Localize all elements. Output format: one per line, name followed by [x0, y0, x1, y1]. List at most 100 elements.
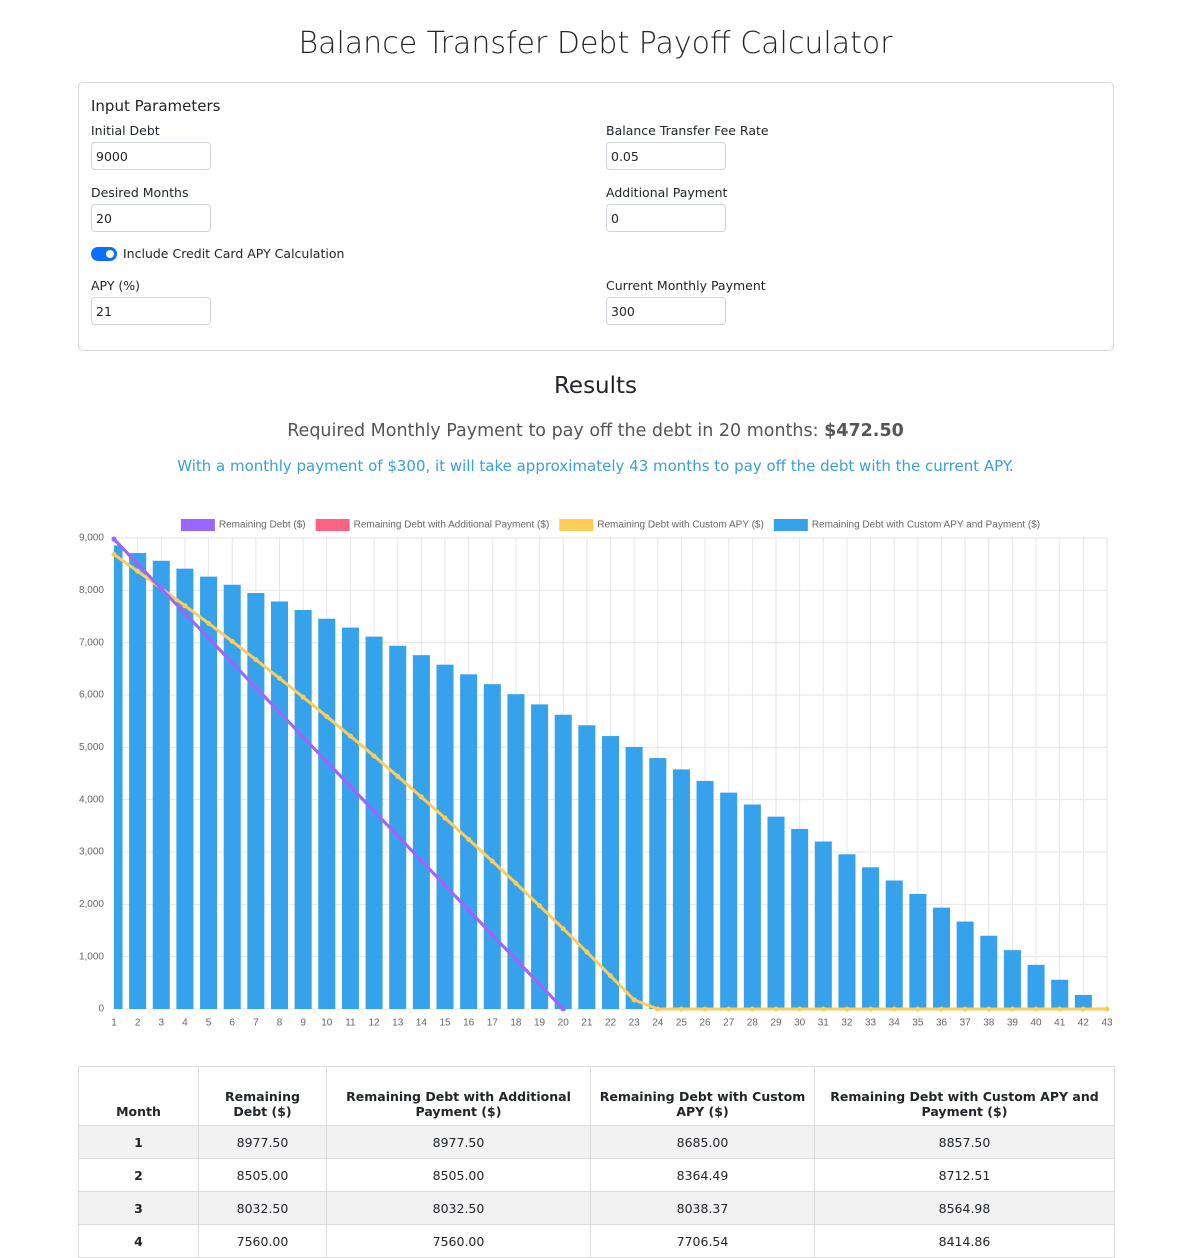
legend-swatch — [180, 519, 215, 531]
point — [915, 1006, 921, 1012]
table-cell: 8032.50 — [326, 1191, 591, 1225]
bar — [1003, 950, 1021, 1009]
point — [253, 685, 259, 691]
bar — [601, 736, 620, 1009]
table-cell: 8364.49 — [590, 1158, 815, 1192]
point — [347, 783, 353, 789]
payoff-note: With a monthly payment of $300, it will … — [177, 457, 1014, 475]
point — [962, 1006, 968, 1012]
point — [442, 882, 448, 888]
point — [537, 981, 543, 987]
bar — [270, 601, 289, 1009]
point — [797, 1006, 803, 1012]
table-cell: 3 — [78, 1191, 199, 1225]
point — [702, 1006, 708, 1012]
table-cell: 8712.51 — [814, 1158, 1115, 1192]
x-tick-label: 23 — [629, 1018, 641, 1029]
number-input[interactable] — [606, 297, 726, 325]
column-header: Month — [78, 1066, 199, 1126]
bar — [1027, 964, 1045, 1009]
y-tick-label: 9,000 — [79, 533, 104, 544]
legend-label: Remaining Debt with Additional Payment (… — [354, 520, 550, 531]
bar — [956, 921, 974, 1009]
bar — [885, 880, 903, 1009]
point — [939, 1006, 944, 1012]
table-cell: 8564.98 — [814, 1191, 1115, 1225]
bar — [389, 645, 407, 1009]
number-input[interactable] — [91, 204, 211, 232]
bar — [365, 636, 383, 1009]
table-cell: 8505.00 — [326, 1158, 591, 1192]
x-tick-label: 12 — [369, 1018, 381, 1029]
apy-toggle[interactable] — [91, 247, 117, 261]
bar — [743, 804, 761, 1009]
x-tick-label: 5 — [206, 1018, 212, 1029]
plot-area — [114, 545, 1092, 1009]
y-tick-label: 7,000 — [79, 637, 104, 648]
point — [584, 949, 590, 955]
results-title: Results — [553, 373, 638, 399]
x-tick-label: 43 — [1101, 1018, 1113, 1029]
data-table: Month Remaining Debt ($) Remaining Debt wi… — [78, 1066, 1115, 1258]
point — [986, 1006, 992, 1012]
number-input[interactable] — [91, 297, 211, 325]
table-row: 3 8032.50 8032.50 8038.37 8564.98 — [78, 1191, 1115, 1225]
point — [678, 1006, 684, 1012]
column-header: Remaining Debt with Custom APY ($) — [590, 1066, 815, 1126]
x-tick-label: 27 — [723, 1018, 735, 1029]
page-title: Balance Transfer Debt Payoff Calculator — [298, 26, 893, 61]
bar — [507, 694, 525, 1009]
toggle-label: Include Credit Card APY Calculation — [123, 246, 345, 261]
number-input[interactable] — [91, 142, 211, 170]
y-tick-label: 4,000 — [79, 794, 104, 805]
point — [371, 753, 377, 759]
bar — [672, 769, 690, 1009]
bar — [814, 841, 832, 1009]
x-tick-label: 30 — [794, 1018, 806, 1029]
table-cell: 7706.54 — [590, 1224, 815, 1258]
x-tick-label: 1 — [111, 1018, 117, 1029]
y-tick-label: 3,000 — [79, 847, 104, 858]
y-tick-label: 2,000 — [79, 899, 104, 910]
point — [324, 713, 330, 719]
table-cell: 8414.86 — [814, 1224, 1115, 1258]
point — [206, 635, 212, 641]
point — [560, 1006, 566, 1012]
table-cell: 4 — [78, 1224, 199, 1258]
x-tick-label: 24 — [652, 1018, 664, 1029]
bar — [318, 618, 336, 1009]
bar — [625, 746, 643, 1009]
bar — [862, 867, 880, 1009]
x-tick-label: 11 — [345, 1018, 356, 1029]
table-cell: 2 — [78, 1158, 199, 1192]
point — [277, 709, 282, 715]
point — [111, 536, 117, 542]
bar — [114, 545, 123, 1009]
bar — [838, 854, 856, 1009]
field-label: Initial Debt — [91, 123, 160, 138]
x-tick-label: 32 — [841, 1018, 853, 1029]
bar — [176, 568, 194, 1009]
legend-swatch — [315, 519, 350, 531]
y-tick-label: 8,000 — [79, 585, 104, 596]
bar — [531, 704, 549, 1009]
point — [466, 907, 472, 913]
x-tick-label: 19 — [534, 1018, 546, 1029]
point — [395, 773, 401, 779]
table-cell: 8857.50 — [814, 1125, 1115, 1159]
number-input[interactable] — [606, 204, 726, 232]
x-tick-label: 38 — [983, 1018, 995, 1029]
x-tick-label: 37 — [960, 1018, 972, 1029]
x-tick-label: 33 — [865, 1018, 877, 1029]
table-cell: 8685.00 — [590, 1125, 815, 1159]
point — [513, 957, 519, 963]
number-input[interactable] — [606, 142, 726, 170]
bar — [436, 664, 454, 1009]
point — [324, 759, 330, 765]
point — [1104, 1006, 1110, 1012]
point — [300, 694, 306, 700]
column-header: Remaining Debt with Additional Payment (… — [326, 1066, 591, 1126]
required-payment: Required Monthly Payment to pay off the … — [0, 421, 1191, 441]
point — [395, 833, 401, 839]
point — [300, 734, 306, 740]
